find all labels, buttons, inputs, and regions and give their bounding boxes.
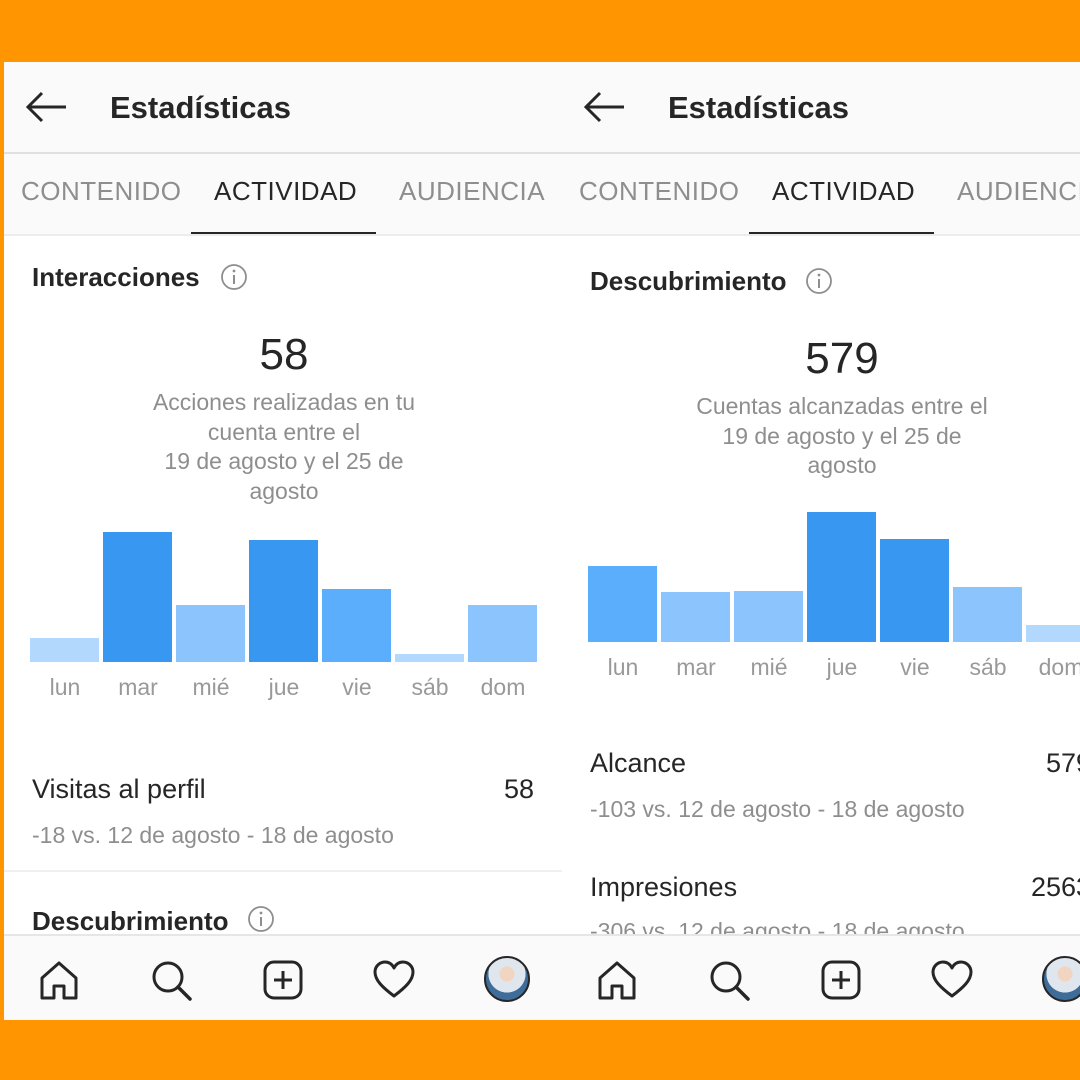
chart-day-label: vie	[342, 674, 372, 700]
chart-day-label: dom	[1038, 654, 1080, 680]
bottom-nav	[4, 934, 562, 1020]
chart-day-label: sáb	[969, 654, 1007, 680]
heart-icon[interactable]	[372, 958, 416, 1002]
stat-comparison: -18 vs. 12 de agosto - 18 de agosto	[32, 822, 394, 848]
page-title: Estadísticas	[110, 90, 291, 125]
stat-value: 58	[504, 774, 535, 804]
profile-avatar[interactable]	[484, 956, 530, 1002]
app-header: Estadísticas	[562, 62, 1080, 154]
description-line: cuenta entre el	[207, 418, 361, 445]
chart-bar	[249, 540, 318, 662]
tab-audiencia[interactable]: AUDIENCI	[957, 176, 1080, 206]
info-icon[interactable]	[220, 263, 248, 291]
chart-day-label: lun	[607, 654, 639, 680]
tab-bar: CONTENIDO ACTIVIDAD AUDIENCIA	[4, 154, 562, 236]
chart-day-label: vie	[900, 654, 930, 680]
chart-bar	[176, 605, 245, 662]
description-line: 19 de agosto y el 25 de	[164, 448, 404, 474]
next-section-title: Descubrimiento	[32, 906, 229, 936]
chart-day-label: lun	[49, 674, 81, 700]
chart-day-label: mié	[750, 654, 788, 680]
chart-bar	[30, 637, 99, 662]
page-title: Estadísticas	[668, 90, 849, 125]
add-post-icon[interactable]	[261, 958, 305, 1002]
chart-bar	[661, 592, 730, 642]
tab-actividad[interactable]: ACTIVIDAD	[772, 176, 916, 206]
chart-day-label: dom	[480, 674, 526, 700]
bar-chart: lun mar mié jue vie sáb dom	[4, 532, 562, 722]
description-line: 19 de agosto y el 25 de	[722, 422, 962, 449]
tab-contenido[interactable]: CONTENIDO	[21, 176, 182, 206]
right-screenshot: Estadísticas CONTENIDO ACTIVIDAD AUDIENC…	[562, 62, 1080, 1020]
chart-bar	[468, 605, 537, 662]
description-line: Cuentas alcanzadas entre el	[696, 393, 988, 419]
chart-day-label: sáb	[411, 674, 449, 700]
add-post-icon[interactable]	[819, 958, 863, 1002]
chart-bar	[1026, 624, 1080, 642]
active-tab-indicator	[191, 232, 376, 234]
stat-value: 579	[1046, 748, 1080, 778]
info-icon[interactable]	[247, 905, 275, 933]
tab-contenido[interactable]: CONTENIDO	[579, 176, 740, 206]
search-icon[interactable]	[149, 958, 193, 1002]
chart-day-label: jue	[268, 674, 300, 700]
divider	[4, 870, 562, 872]
stat-label: Alcance	[590, 748, 687, 778]
app-header: Estadísticas	[4, 62, 562, 154]
left-screenshot: Estadísticas CONTENIDO ACTIVIDAD AUDIENC…	[4, 62, 562, 1020]
tab-audiencia[interactable]: AUDIENCIA	[399, 176, 546, 206]
tab-bar: CONTENIDO ACTIVIDAD AUDIENCI	[562, 154, 1080, 236]
section-title: Descubrimiento	[590, 266, 787, 296]
chart-bar	[734, 591, 803, 642]
total-count: 58	[259, 330, 309, 379]
chart-bar	[103, 532, 172, 662]
accent-band-top	[0, 0, 1080, 62]
active-tab-indicator	[749, 232, 934, 234]
stat-comparison: -103 vs. 12 de agosto - 18 de agosto	[590, 796, 965, 822]
home-icon[interactable]	[595, 958, 639, 1002]
description-line: Acciones realizadas en tu	[152, 389, 416, 415]
chart-day-label: jue	[826, 654, 858, 680]
search-icon[interactable]	[707, 958, 751, 1002]
description-line: agosto	[249, 477, 319, 504]
chart-day-label: mar	[676, 654, 716, 680]
total-count: 579	[805, 334, 879, 383]
chart-day-label: mar	[118, 674, 158, 700]
stat-value: 2563	[1031, 872, 1080, 902]
back-arrow-icon[interactable]	[582, 90, 626, 124]
back-arrow-icon[interactable]	[24, 90, 68, 124]
home-icon[interactable]	[37, 958, 81, 1002]
accent-band-bottom	[0, 1020, 1080, 1080]
profile-avatar[interactable]	[1042, 956, 1080, 1002]
description-line: agosto	[807, 452, 877, 478]
chart-day-label: mié	[192, 674, 230, 700]
chart-bar	[395, 653, 464, 662]
chart-bar	[953, 586, 1022, 642]
chart-bar	[880, 539, 949, 642]
stat-label: Visitas al perfil	[32, 774, 206, 804]
stat-label: Impresiones	[590, 872, 738, 902]
heart-icon[interactable]	[930, 958, 974, 1002]
chart-bar	[807, 512, 876, 642]
chart-bar	[322, 588, 391, 662]
section-title: Interacciones	[32, 262, 200, 292]
bottom-nav	[562, 934, 1080, 1020]
section-description: Cuentas alcanzadas entre el 19 de agosto…	[662, 392, 1022, 481]
section-description: Acciones realizadas en tu cuenta entre e…	[104, 388, 464, 506]
tab-actividad[interactable]: ACTIVIDAD	[214, 176, 358, 206]
chart-bar	[588, 566, 657, 642]
info-icon[interactable]	[805, 267, 833, 295]
bar-chart: lun mar mié jue vie sáb dom	[562, 512, 1080, 702]
